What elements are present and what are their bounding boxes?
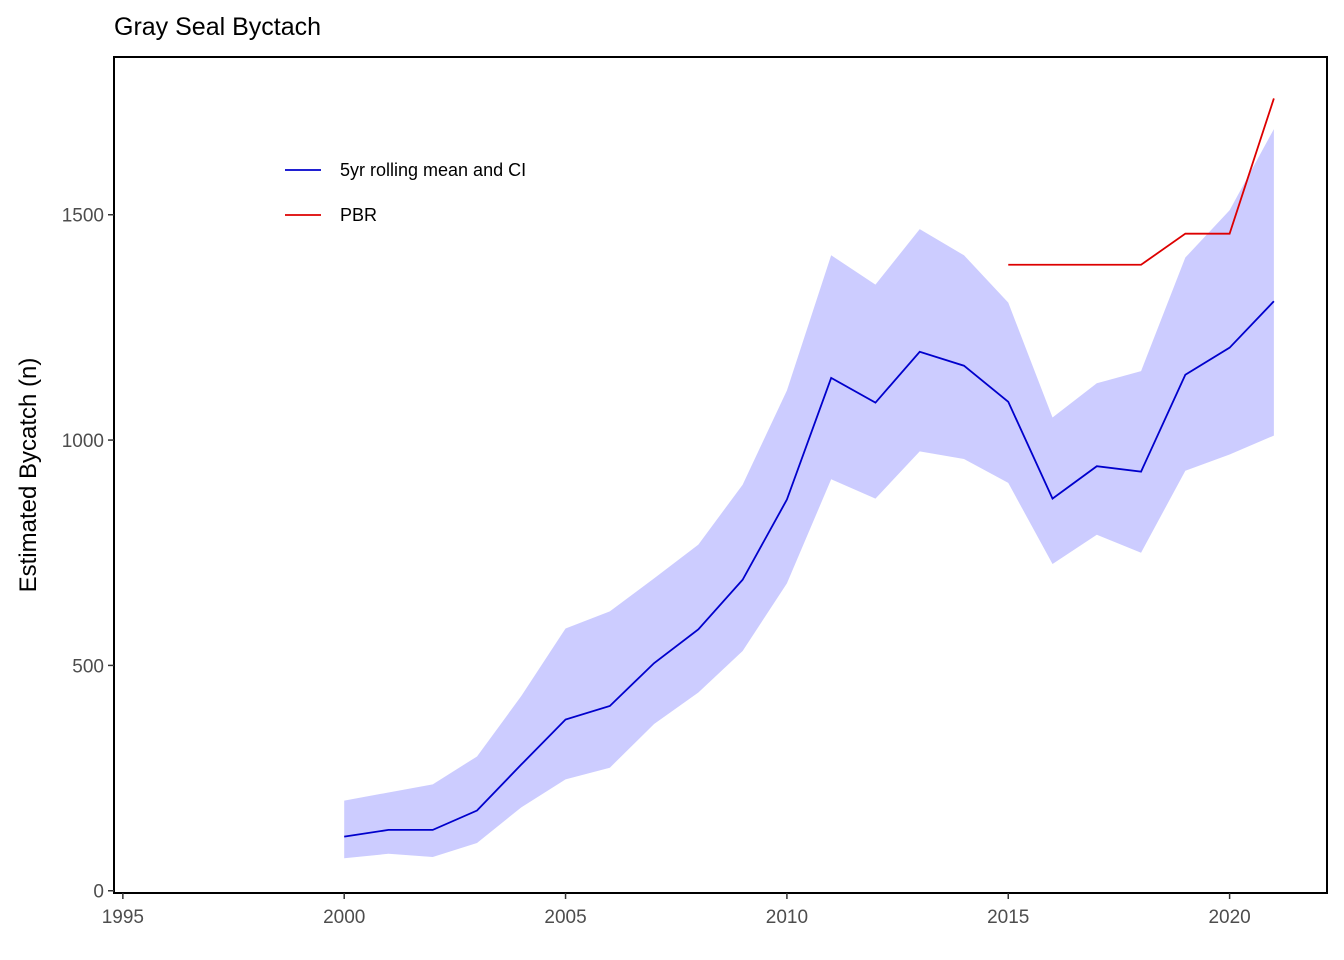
y-tick-label-0: 0 <box>93 882 104 903</box>
x-tick-label-0: 1995 <box>102 907 144 928</box>
ci-band-0 <box>344 129 1274 859</box>
plot-border <box>113 56 1328 894</box>
series-line-1 <box>1008 98 1275 266</box>
y-axis-label: Estimated Bycatch (n) <box>15 358 42 593</box>
x-tick-label-5: 2020 <box>1208 907 1250 928</box>
chart-title: Gray Seal Byctach <box>114 13 321 41</box>
series-line-0 <box>344 300 1275 838</box>
y-tick-label-2: 1000 <box>62 431 104 452</box>
x-tick-label-1: 2000 <box>323 907 365 928</box>
x-tick-label-3: 2010 <box>766 907 808 928</box>
legend: 5yr rolling mean and CI PBR <box>285 160 526 225</box>
y-tick-label-3: 1500 <box>62 206 104 227</box>
x-tick-label-2: 2005 <box>544 907 586 928</box>
y-tick-label-1: 500 <box>72 656 104 677</box>
legend-label-0: 5yr rolling mean and CI <box>340 160 526 180</box>
x-tick-label-4: 2015 <box>987 907 1029 928</box>
legend-label-1: PBR <box>340 205 377 225</box>
axes: 0 500 1000 1500 1995 2000 2005 2010 2015 2020 <box>62 206 1251 928</box>
plot-area <box>344 98 1275 859</box>
